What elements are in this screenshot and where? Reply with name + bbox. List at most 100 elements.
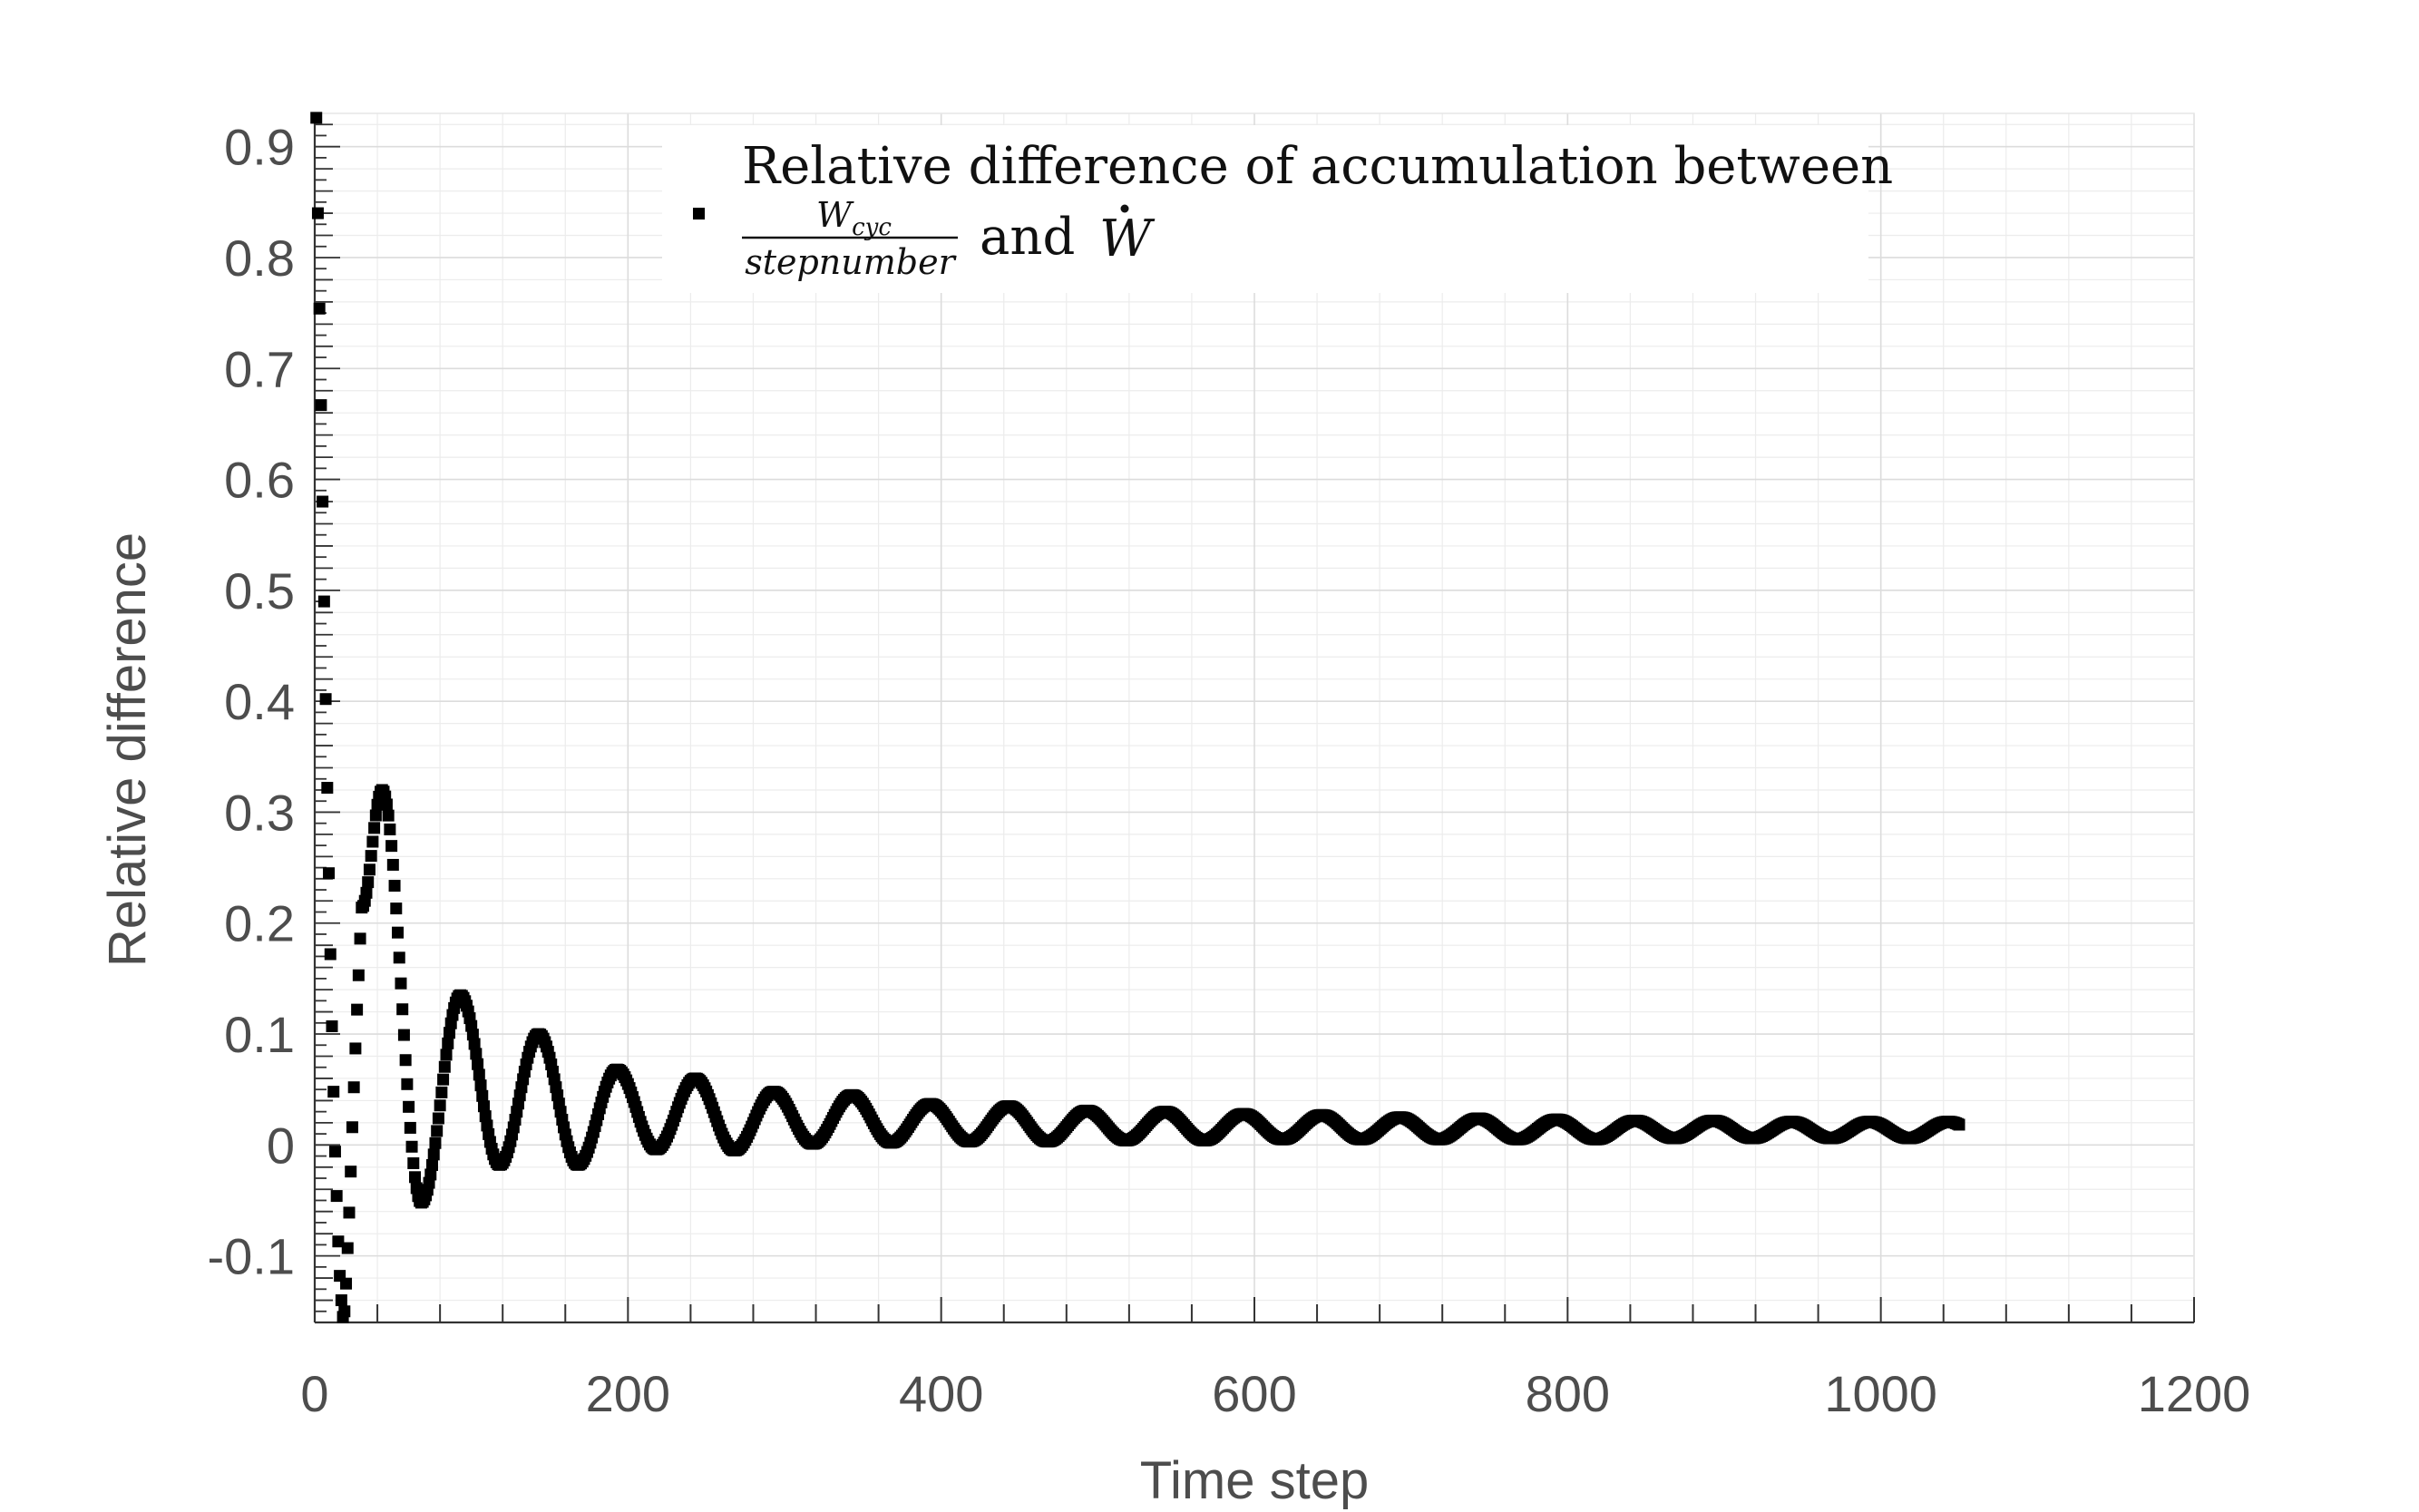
legend-fraction-denominator: stepnumber [745, 242, 957, 282]
data-point [341, 1242, 354, 1254]
data-point [365, 850, 377, 863]
data-point [442, 1037, 454, 1049]
data-point [317, 495, 329, 508]
data-point [382, 809, 395, 822]
data-point [335, 1294, 347, 1307]
data-point [368, 822, 381, 834]
data-point [338, 1305, 351, 1318]
data-point [360, 886, 373, 899]
data-point [440, 1049, 453, 1061]
y-tick-label: 0.5 [224, 562, 295, 619]
legend: Relative difference of accumulation betw… [662, 125, 1893, 293]
y-tick-label: 0.9 [224, 119, 295, 176]
data-point [362, 876, 375, 889]
data-points [310, 112, 1965, 1323]
data-point [403, 1100, 415, 1113]
data-point [466, 1029, 479, 1041]
data-point [384, 823, 396, 835]
data-point [388, 880, 401, 893]
data-point [363, 863, 376, 876]
y-tick-labels: -0.1 0 0.1 0.2 0.3 0.4 0.5 0.6 0.7 0.8 0.9 [208, 119, 296, 1285]
data-point [330, 1190, 343, 1203]
data-point [352, 969, 365, 981]
data-point [313, 302, 326, 315]
data-point [321, 782, 334, 795]
data-point [424, 1168, 437, 1181]
y-tick-label: 0.2 [224, 895, 295, 952]
data-point [477, 1100, 490, 1113]
legend-and: and [980, 208, 1075, 267]
data-point [385, 840, 398, 853]
data-point [1953, 1118, 1965, 1131]
data-point [393, 951, 405, 964]
data-point [431, 1125, 444, 1137]
x-tick-label: 0 [300, 1365, 328, 1422]
data-point [380, 798, 393, 811]
y-tick-label: 0.6 [224, 452, 295, 509]
legend-w-cyc: W [816, 195, 854, 235]
data-point [396, 1003, 409, 1016]
y-tick-label: 0.1 [224, 1006, 295, 1063]
data-point [476, 1089, 489, 1102]
data-point [472, 1058, 484, 1070]
y-tick-label: 0 [267, 1117, 295, 1174]
data-point [470, 1048, 483, 1060]
data-point [369, 809, 382, 822]
data-point [474, 1079, 487, 1092]
data-point [407, 1156, 420, 1169]
data-point [434, 1099, 446, 1112]
data-point [354, 932, 366, 945]
x-tick-labels: 0 200 400 600 800 1000 1200 [300, 1365, 2250, 1422]
legend-marker [693, 208, 705, 219]
data-point [432, 1112, 444, 1125]
x-axis-label: Time step [1140, 1451, 1369, 1510]
data-point [324, 948, 337, 961]
data-point [409, 1171, 422, 1184]
data-point [438, 1060, 451, 1073]
legend-line1: Relative difference of accumulation betw… [742, 137, 1893, 196]
data-point [401, 1078, 414, 1090]
data-point [395, 977, 407, 990]
x-tick-label: 1000 [1824, 1365, 1937, 1422]
axis-ticks [314, 123, 2195, 1322]
data-point [347, 1081, 360, 1094]
data-point [468, 1038, 481, 1050]
data-point [399, 1054, 412, 1067]
data-point [392, 926, 405, 939]
data-point [345, 1166, 357, 1178]
data-point [315, 399, 327, 412]
data-point [327, 1086, 340, 1098]
data-point [332, 1235, 345, 1248]
data-point [310, 112, 323, 124]
x-tick-label: 400 [899, 1365, 983, 1422]
data-point [390, 902, 403, 915]
y-tick-label: 0.4 [224, 673, 295, 730]
y-tick-label: 0.8 [224, 229, 295, 287]
data-point [343, 1206, 356, 1219]
legend-box [662, 125, 1868, 293]
data-point [427, 1148, 440, 1161]
data-point [437, 1073, 450, 1086]
data-point [323, 867, 336, 880]
data-point [405, 1140, 418, 1153]
data-point [366, 835, 379, 848]
data-point [473, 1068, 485, 1081]
data-point [429, 1136, 442, 1149]
y-tick-label: -0.1 [208, 1228, 296, 1285]
data-point [351, 1003, 364, 1016]
y-tick-label: 0.7 [224, 340, 295, 397]
data-point [349, 1042, 362, 1055]
x-tick-label: 600 [1212, 1365, 1296, 1422]
x-tick-label: 800 [1526, 1365, 1610, 1422]
data-point [479, 1110, 492, 1123]
data-point [319, 693, 332, 706]
data-point [326, 1019, 338, 1032]
data-point [328, 1146, 341, 1158]
y-axis-label: Relative difference [98, 532, 157, 967]
data-point [443, 1027, 455, 1039]
data-point [340, 1277, 353, 1290]
y-tick-label: 0.3 [224, 784, 295, 841]
data-point [317, 595, 330, 608]
data-point [397, 1029, 410, 1041]
